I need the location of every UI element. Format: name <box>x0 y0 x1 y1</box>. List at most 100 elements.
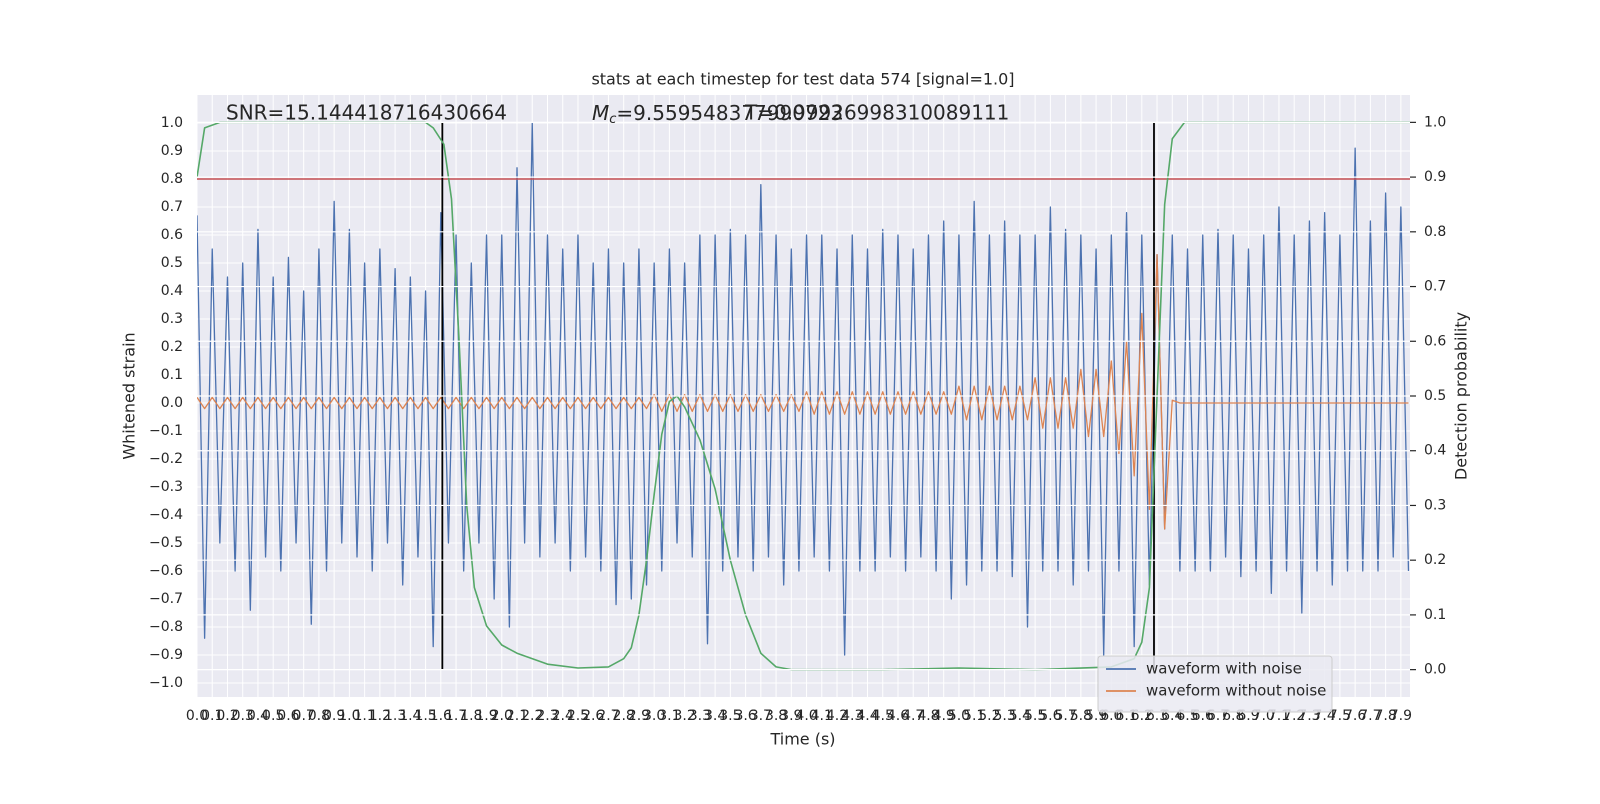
y-tick-label: 0.4 <box>161 283 183 299</box>
x-tick-label: 5.1 <box>963 708 985 724</box>
x-tick-label: 2.5 <box>567 708 589 724</box>
y-tick-label: −1.0 <box>149 675 183 691</box>
x-tick-label: 0.2 <box>216 708 238 724</box>
x-tick-label: 3.3 <box>689 708 711 724</box>
x-tick-label: 3.9 <box>780 708 802 724</box>
x-tick-label: 3.8 <box>765 708 787 724</box>
x-tick-label: 0.7 <box>293 708 315 724</box>
y-tick-label: −0.1 <box>149 423 183 439</box>
x-tick-label: 2.1 <box>506 708 528 724</box>
x-tick-label: 1.6 <box>430 708 452 724</box>
annotation-text: =9.559548377990723 <box>616 101 843 125</box>
y2-axis-label: Detection probability <box>1452 312 1471 480</box>
x-tick-label: 7.9 <box>1390 708 1412 724</box>
y2-tick-label: 0.9 <box>1424 169 1446 185</box>
y-tick-label: 1.0 <box>161 115 183 131</box>
x-tick-label: 4.2 <box>826 708 848 724</box>
y-tick-label: −0.5 <box>149 535 183 551</box>
x-tick-label: 4.1 <box>811 708 833 724</box>
y-tick-label: −0.4 <box>149 507 183 523</box>
x-tick-label: 2.0 <box>491 708 513 724</box>
x-axis-label: Time (s) <box>769 730 835 749</box>
x-tick-label: 1.5 <box>414 708 436 724</box>
y2-tick-label: 0.2 <box>1424 552 1446 568</box>
y-tick-label: −0.3 <box>149 479 183 495</box>
x-tick-label: 4.4 <box>856 708 878 724</box>
x-tick-label: 0.6 <box>277 708 299 724</box>
x-tick-label: 5.4 <box>1009 708 1031 724</box>
x-tick-label: 0.1 <box>201 708 223 724</box>
x-tick-label: 3.0 <box>643 708 665 724</box>
annotation: Mc=9.559548377990723 <box>592 101 843 127</box>
x-tick-label: 0.5 <box>262 708 284 724</box>
legend-label: waveform with noise <box>1146 660 1302 678</box>
x-tick-label: 5.5 <box>1024 708 1046 724</box>
annotation-symbol: M <box>592 101 609 125</box>
y2-tick-label: 0.6 <box>1424 333 1446 349</box>
y-tick-label: −0.6 <box>149 563 183 579</box>
x-tick-label: 4.7 <box>902 708 924 724</box>
x-tick-label: 3.1 <box>658 708 680 724</box>
x-tick-label: 7.7 <box>1359 708 1381 724</box>
x-tick-label: 0.0 <box>186 708 208 724</box>
y-tick-label: −0.9 <box>149 647 183 663</box>
x-tick-label: 5.3 <box>994 708 1016 724</box>
y-axis-label: Whitened strain <box>120 332 139 459</box>
y2-tick-label: 0.7 <box>1424 279 1446 295</box>
x-tick-label: 3.7 <box>750 708 772 724</box>
x-tick-label: 7.8 <box>1374 708 1396 724</box>
x-tick-label: 2.2 <box>521 708 543 724</box>
chart-title: stats at each timestep for test data 574… <box>591 70 1014 89</box>
x-tick-label: 5.7 <box>1054 708 1076 724</box>
x-tick-label: 1.4 <box>399 708 421 724</box>
x-tick-label: 0.8 <box>308 708 330 724</box>
y-tick-label: 0.2 <box>161 339 183 355</box>
y-tick-label: 0.6 <box>161 227 183 243</box>
y2-tick-label: 0.0 <box>1424 662 1446 678</box>
y-tick-label: −0.7 <box>149 591 183 607</box>
x-tick-label: 7.5 <box>1329 708 1351 724</box>
x-tick-label: 3.4 <box>704 708 726 724</box>
x-tick-label: 1.3 <box>384 708 406 724</box>
x-tick-label: 0.4 <box>247 708 269 724</box>
x-tick-label: 5.6 <box>1039 708 1061 724</box>
x-tick-label: 4.6 <box>887 708 909 724</box>
x-tick-label: 3.5 <box>719 708 741 724</box>
x-tick-label: 4.8 <box>917 708 939 724</box>
y-tick-label: −0.8 <box>149 619 183 635</box>
y-tick-label: 0.5 <box>161 255 183 271</box>
annotation: SNR=15.144418716430664 <box>226 101 507 125</box>
x-tick-label: 5.8 <box>1070 708 1092 724</box>
y2-tick-label: 0.5 <box>1424 388 1446 404</box>
x-tick-label: 2.7 <box>597 708 619 724</box>
y-tick-label: −0.2 <box>149 451 183 467</box>
y-tick-label: 0.8 <box>161 171 183 187</box>
x-tick-label: 0.9 <box>323 708 345 724</box>
x-tick-label: 1.0 <box>338 708 360 724</box>
y2-tick-label: 0.8 <box>1424 224 1446 240</box>
legend-box <box>1097 655 1333 713</box>
x-tick-label: 1.1 <box>353 708 375 724</box>
y-tick-label: 0.7 <box>161 199 183 215</box>
x-tick-label: 1.2 <box>369 708 391 724</box>
x-tick-label: 1.9 <box>475 708 497 724</box>
y-tick-label: 0.3 <box>161 311 183 327</box>
y-tick-label: 0.9 <box>161 143 183 159</box>
x-tick-label: 1.7 <box>445 708 467 724</box>
x-tick-label: 2.4 <box>552 708 574 724</box>
x-tick-label: 1.8 <box>460 708 482 724</box>
x-tick-label: 2.6 <box>582 708 604 724</box>
x-tick-label: 5.0 <box>948 708 970 724</box>
legend-label: waveform without noise <box>1146 682 1326 700</box>
x-tick-label: 5.2 <box>978 708 1000 724</box>
x-tick-label: 7.6 <box>1344 708 1366 724</box>
series-line <box>197 253 1409 530</box>
y-tick-label: 0.1 <box>161 367 183 383</box>
x-tick-label: 2.8 <box>613 708 635 724</box>
x-tick-label: 0.3 <box>232 708 254 724</box>
x-tick-label: 4.3 <box>841 708 863 724</box>
annotation: T=0.99926998310089111 <box>744 101 1009 125</box>
